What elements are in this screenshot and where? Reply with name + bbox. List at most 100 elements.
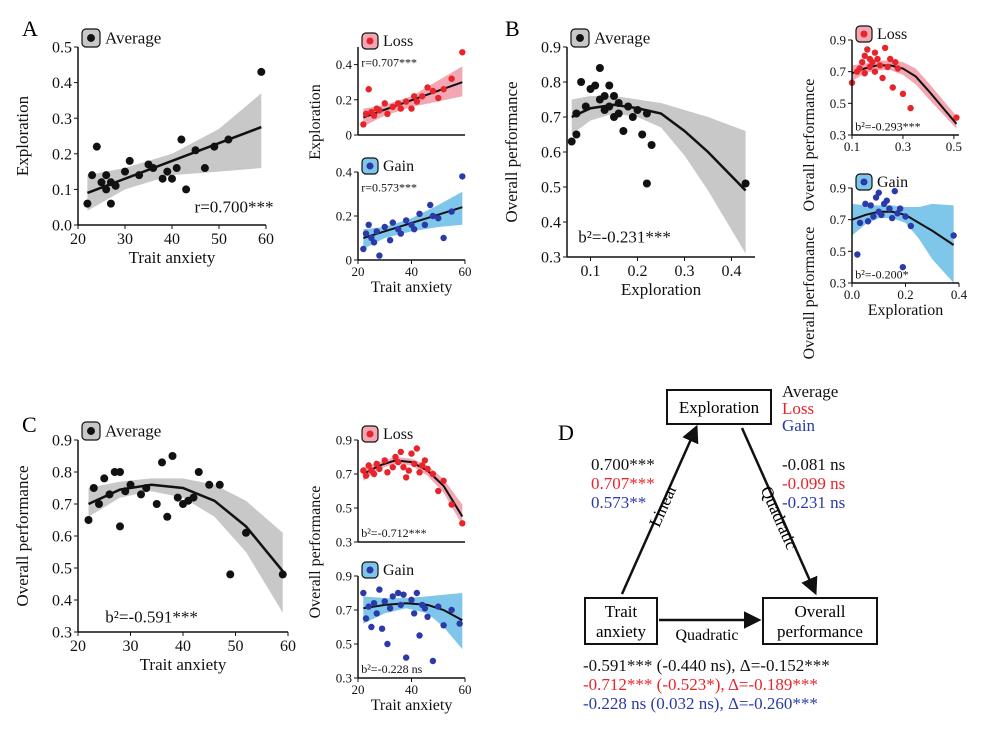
legend-average: Average	[782, 382, 838, 401]
y-tick-label: 0.6	[541, 145, 561, 162]
data-point	[408, 596, 415, 603]
data-point	[894, 65, 902, 72]
data-point	[413, 589, 421, 597]
data-point	[448, 501, 455, 508]
data-point	[884, 63, 891, 71]
data-point	[400, 591, 407, 598]
data-point	[440, 622, 447, 629]
data-point	[870, 213, 877, 220]
data-point	[210, 142, 219, 151]
data-point	[424, 465, 431, 473]
data-point	[378, 625, 386, 632]
direct-stat-loss: -0.712*** (-0.523*), Δ=-0.189***	[583, 675, 818, 694]
data-point	[405, 467, 413, 474]
data-point	[189, 493, 198, 502]
data-point	[864, 46, 871, 53]
chart-B_avg: 0.3 0.4 0.5 0.6 0.7 0.8 0.9 0.1 0.2 0.3 0.4 Explora…	[502, 28, 755, 299]
data-point	[376, 465, 383, 473]
data-point	[429, 87, 437, 95]
data-point	[647, 141, 656, 149]
data-point	[854, 251, 861, 258]
data-point	[191, 146, 200, 155]
data-point	[373, 228, 380, 235]
data-point	[88, 171, 97, 180]
data-point	[950, 232, 957, 239]
data-point	[424, 613, 431, 620]
data-point	[360, 245, 367, 253]
data-point	[370, 470, 378, 478]
confidence-band	[363, 457, 463, 525]
x-tick-label: 40	[175, 638, 191, 655]
y-tick-label: 0.2	[336, 209, 352, 224]
x-tick-label: 20	[70, 231, 86, 248]
data-point	[121, 167, 129, 176]
data-point	[376, 252, 383, 259]
fit-line	[363, 602, 463, 622]
data-point	[416, 469, 423, 476]
x-tick-label: 0.4	[722, 263, 742, 280]
data-point	[889, 84, 896, 91]
x-tick-label: 0.2	[628, 263, 648, 280]
legend-label: Loss	[383, 33, 413, 50]
data-point	[194, 468, 203, 476]
fit-line	[87, 483, 284, 572]
x-tick-label: 50	[228, 638, 244, 655]
confidence-band	[363, 191, 463, 249]
data-point	[397, 448, 404, 456]
x-tick-label: 60	[258, 231, 274, 248]
x-tick-label: 60	[280, 638, 296, 655]
data-point	[416, 210, 423, 217]
chart-panels: 0.0 0.1 0.2 0.3 0.4 0.5 20 30 40 50 60 Trait anxiet…	[13, 25, 968, 714]
legend-gain: Gain	[782, 416, 816, 435]
data-point	[381, 100, 388, 107]
data-point	[394, 589, 402, 597]
x-tick-label: 60	[459, 682, 472, 697]
data-point	[567, 137, 576, 146]
data-point	[413, 98, 421, 105]
data-point	[121, 487, 130, 496]
data-point	[456, 620, 463, 627]
data-point	[242, 528, 250, 537]
y-tick-label: 0	[346, 253, 353, 268]
data-point	[867, 202, 874, 209]
node-trait-label-2: anxiety	[596, 622, 647, 641]
data-point	[360, 121, 367, 128]
stat-annotation: b²=-0.231***	[578, 227, 671, 246]
data-point	[894, 210, 901, 217]
x-tick-label: 50	[211, 231, 227, 248]
data-point	[605, 102, 614, 111]
data-point	[384, 469, 391, 476]
data-point	[591, 81, 600, 90]
legend-label: Gain	[383, 158, 414, 175]
legend-label: Gain	[383, 562, 414, 579]
data-point	[856, 219, 864, 227]
data-point	[572, 109, 581, 118]
y-tick-label: 0.3	[52, 111, 72, 128]
y-tick-label: 0.4	[541, 215, 561, 232]
legend-label: Loss	[383, 426, 413, 443]
data-point	[278, 570, 287, 579]
data-point	[397, 105, 404, 112]
y-tick-label: 0.5	[830, 96, 846, 111]
data-point	[360, 467, 367, 474]
y-tick-label: 0.5	[830, 244, 846, 259]
y-tick-label: 0.4	[52, 593, 72, 610]
data-point	[410, 93, 418, 100]
stat-annotation: r=0.700***	[195, 198, 274, 217]
data-point	[408, 450, 415, 457]
data-point	[381, 223, 388, 231]
data-point	[381, 598, 388, 605]
data-point	[373, 610, 380, 617]
legend-marker	[860, 30, 868, 38]
direct-stat-gain: -0.228 ns (0.032 ns), Δ=-0.260***	[583, 694, 818, 713]
data-point	[89, 484, 98, 492]
data-point	[386, 237, 394, 244]
data-point	[111, 181, 120, 190]
panel-label-c: C	[22, 412, 37, 437]
data-point	[402, 654, 410, 661]
data-point	[95, 500, 103, 508]
data-point	[427, 201, 434, 209]
data-point	[381, 457, 388, 464]
data-point	[200, 164, 209, 173]
y-tick-label: 0.1	[52, 182, 72, 199]
